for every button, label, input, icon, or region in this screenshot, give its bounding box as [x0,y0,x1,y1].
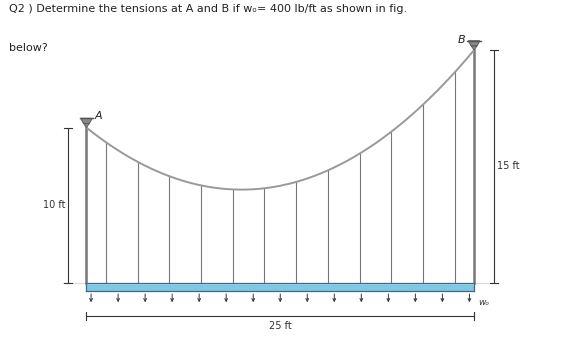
Bar [86,283,474,291]
Bar [86,283,474,285]
Polygon shape [471,46,477,50]
Text: A: A [95,111,103,121]
Text: wₒ: wₒ [478,298,489,307]
Text: 15 ft: 15 ft [497,161,519,171]
Text: 25 ft: 25 ft [269,321,291,331]
Text: Q2 ) Determine the tensions at A and B if wₒ= 400 lb/ft as shown in fig.: Q2 ) Determine the tensions at A and B i… [9,4,407,14]
Polygon shape [468,41,480,46]
Polygon shape [84,124,89,127]
Text: 10 ft: 10 ft [43,200,66,210]
Text: below?: below? [9,43,47,53]
Polygon shape [81,118,92,124]
Text: B: B [458,36,465,46]
